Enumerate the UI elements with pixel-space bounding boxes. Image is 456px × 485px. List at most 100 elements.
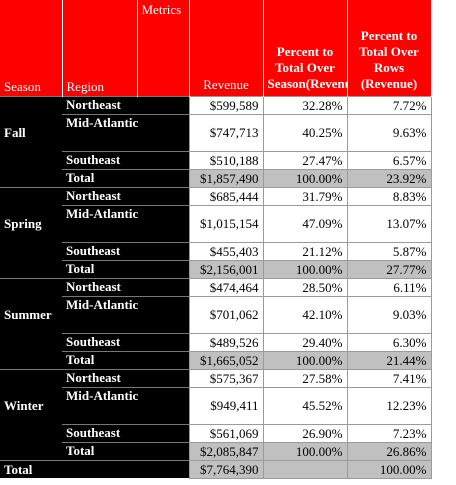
region-label[interactable]: Southeast xyxy=(62,241,189,260)
revenue-grid: Season Region Metrics Revenue Percent to… xyxy=(0,0,432,479)
table-row: Spring Northeast $685,444 31.79% 8.83% xyxy=(0,186,432,260)
pct-rows-cell[interactable]: 6.57% xyxy=(346,150,432,170)
region-label[interactable]: Northeast xyxy=(62,368,189,387)
pct-season-cell[interactable]: 100.00% xyxy=(262,441,348,461)
total-label[interactable]: Total xyxy=(62,259,189,278)
revenue-cell[interactable]: $561,069 xyxy=(188,423,264,443)
revenue-cell[interactable]: $949,411 xyxy=(188,386,264,425)
pct-rows-cell[interactable]: 26.86% xyxy=(346,441,432,461)
table-row: Southeast $455,403 21.12% 5.87% xyxy=(0,241,432,261)
pct-rows-cell[interactable]: 6.11% xyxy=(346,277,432,297)
pct-season-cell[interactable]: 26.90% xyxy=(262,423,348,443)
season-label[interactable]: Fall xyxy=(0,95,62,169)
region-label[interactable]: Northeast xyxy=(62,186,189,205)
table-row: Mid-Atlantic $747,713 40.25% 9.63% xyxy=(0,113,432,152)
season-label[interactable]: Spring xyxy=(0,186,62,260)
revenue-cell[interactable]: $747,713 xyxy=(188,113,264,152)
grid-body: Fall Northeast $599,589 32.28% 7.72% Mid-Atla… xyxy=(0,95,432,479)
table-row: Fall Northeast $599,589 32.28% 7.72% xyxy=(0,95,432,169)
revenue-cell[interactable]: $489,526 xyxy=(188,332,264,352)
pct-season-cell[interactable]: 28.50% xyxy=(262,277,348,297)
pct-season-cell[interactable]: 21.12% xyxy=(262,241,348,261)
region-label[interactable]: Southeast xyxy=(62,332,189,351)
pct-season-cell[interactable]: 31.79% xyxy=(262,186,348,206)
table-row: Summer Northeast $474,464 28.50% 6.11% xyxy=(0,277,432,351)
pct-rows-cell[interactable]: 6.30% xyxy=(346,332,432,352)
total-label[interactable]: Total xyxy=(62,168,189,187)
region-label[interactable]: Northeast xyxy=(62,95,189,114)
total-row: Total $1,665,052 100.00% 21.44% xyxy=(0,350,432,370)
pct-rows-cell[interactable]: 7.72% xyxy=(346,95,432,115)
total-row: Total $2,156,001 100.00% 27.77% xyxy=(0,259,432,279)
revenue-cell[interactable]: $685,444 xyxy=(188,186,264,206)
revenue-cell[interactable]: $1,665,052 xyxy=(188,350,264,370)
table-row: Winter Northeast $575,367 27.58% 7.41% xyxy=(0,368,432,442)
revenue-cell[interactable]: $575,367 xyxy=(188,368,264,388)
pct-season-header[interactable]: Percent to Total Over Season(Revenue) xyxy=(263,0,348,96)
region-label[interactable]: Mid-Atlantic xyxy=(62,386,189,424)
pct-rows-cell[interactable]: 7.41% xyxy=(346,368,432,388)
region-label[interactable]: Southeast xyxy=(62,150,189,169)
pct-rows-cell[interactable]: 9.03% xyxy=(346,295,432,334)
table-row: Mid-Atlantic $1,015,154 47.09% 13.07% xyxy=(0,204,432,243)
revenue-cell[interactable]: $474,464 xyxy=(188,277,264,297)
grand-total-revenue[interactable]: $7,764,390 xyxy=(188,459,264,479)
pct-rows-cell[interactable]: 21.44% xyxy=(346,350,432,370)
pct-rows-cell[interactable]: 13.07% xyxy=(346,204,432,243)
pct-rows-cell[interactable]: 5.87% xyxy=(346,241,432,261)
season-spacer xyxy=(0,442,62,460)
revenue-cell[interactable]: $510,188 xyxy=(188,150,264,170)
region-header[interactable]: Region xyxy=(62,0,138,96)
grand-total-pct-rows[interactable]: 100.00% xyxy=(346,459,432,479)
grand-total-pct-season[interactable] xyxy=(262,459,348,479)
pct-season-cell[interactable]: 42.10% xyxy=(262,295,348,334)
season-spacer xyxy=(0,260,62,278)
pct-rows-cell[interactable]: 27.77% xyxy=(346,259,432,279)
region-label[interactable]: Mid-Atlantic xyxy=(62,295,189,333)
pct-season-cell[interactable]: 27.58% xyxy=(262,368,348,388)
total-label[interactable]: Total xyxy=(62,441,189,460)
metrics-header[interactable]: Metrics xyxy=(137,0,190,96)
pct-season-cell[interactable]: 40.25% xyxy=(262,113,348,152)
revenue-cell[interactable]: $1,857,490 xyxy=(188,168,264,188)
pct-season-cell[interactable]: 100.00% xyxy=(262,168,348,188)
revenue-cell[interactable]: $599,589 xyxy=(188,95,264,115)
region-label[interactable]: Southeast xyxy=(62,423,189,442)
season-spacer xyxy=(0,351,62,369)
grand-total-label[interactable]: Total xyxy=(0,459,189,478)
pct-season-cell[interactable]: 47.09% xyxy=(262,204,348,243)
table-row: Mid-Atlantic $949,411 45.52% 12.23% xyxy=(0,386,432,425)
pct-season-cell[interactable]: 32.28% xyxy=(262,95,348,115)
revenue-cell[interactable]: $2,156,001 xyxy=(188,259,264,279)
pct-rows-cell[interactable]: 8.83% xyxy=(346,186,432,206)
revenue-cell[interactable]: $455,403 xyxy=(188,241,264,261)
pct-season-cell[interactable]: 100.00% xyxy=(262,350,348,370)
season-label[interactable]: Summer xyxy=(0,277,62,351)
season-label[interactable]: Winter xyxy=(0,368,62,442)
pct-rows-header[interactable]: Percent to Total Over Rows (Revenue) xyxy=(347,0,432,96)
pct-rows-cell[interactable]: 7.23% xyxy=(346,423,432,443)
region-label[interactable]: Northeast xyxy=(62,277,189,296)
pct-season-cell[interactable]: 45.52% xyxy=(262,386,348,425)
pct-rows-cell[interactable]: 23.92% xyxy=(346,168,432,188)
pct-season-cell[interactable]: 27.47% xyxy=(262,150,348,170)
revenue-header[interactable]: Revenue xyxy=(189,0,264,96)
revenue-cell[interactable]: $701,062 xyxy=(188,295,264,334)
pct-rows-cell[interactable]: 9.63% xyxy=(346,113,432,152)
table-row: Southeast $510,188 27.47% 6.57% xyxy=(0,150,432,170)
table-row: Southeast $561,069 26.90% 7.23% xyxy=(0,423,432,443)
season-header[interactable]: Season xyxy=(0,0,63,96)
region-label[interactable]: Mid-Atlantic xyxy=(62,204,189,242)
table-row: Mid-Atlantic $701,062 42.10% 9.03% xyxy=(0,295,432,334)
total-row: Total $2,085,847 100.00% 26.86% xyxy=(0,441,432,461)
region-label[interactable]: Mid-Atlantic xyxy=(62,113,189,151)
pct-season-cell[interactable]: 100.00% xyxy=(262,259,348,279)
total-label[interactable]: Total xyxy=(62,350,189,369)
pct-season-cell[interactable]: 29.40% xyxy=(262,332,348,352)
season-spacer xyxy=(0,169,62,187)
revenue-cell[interactable]: $1,015,154 xyxy=(188,204,264,243)
total-row: Total $1,857,490 100.00% 23.92% xyxy=(0,168,432,188)
pct-rows-cell[interactable]: 12.23% xyxy=(346,386,432,425)
revenue-cell[interactable]: $2,085,847 xyxy=(188,441,264,461)
table-row: Southeast $489,526 29.40% 6.30% xyxy=(0,332,432,352)
